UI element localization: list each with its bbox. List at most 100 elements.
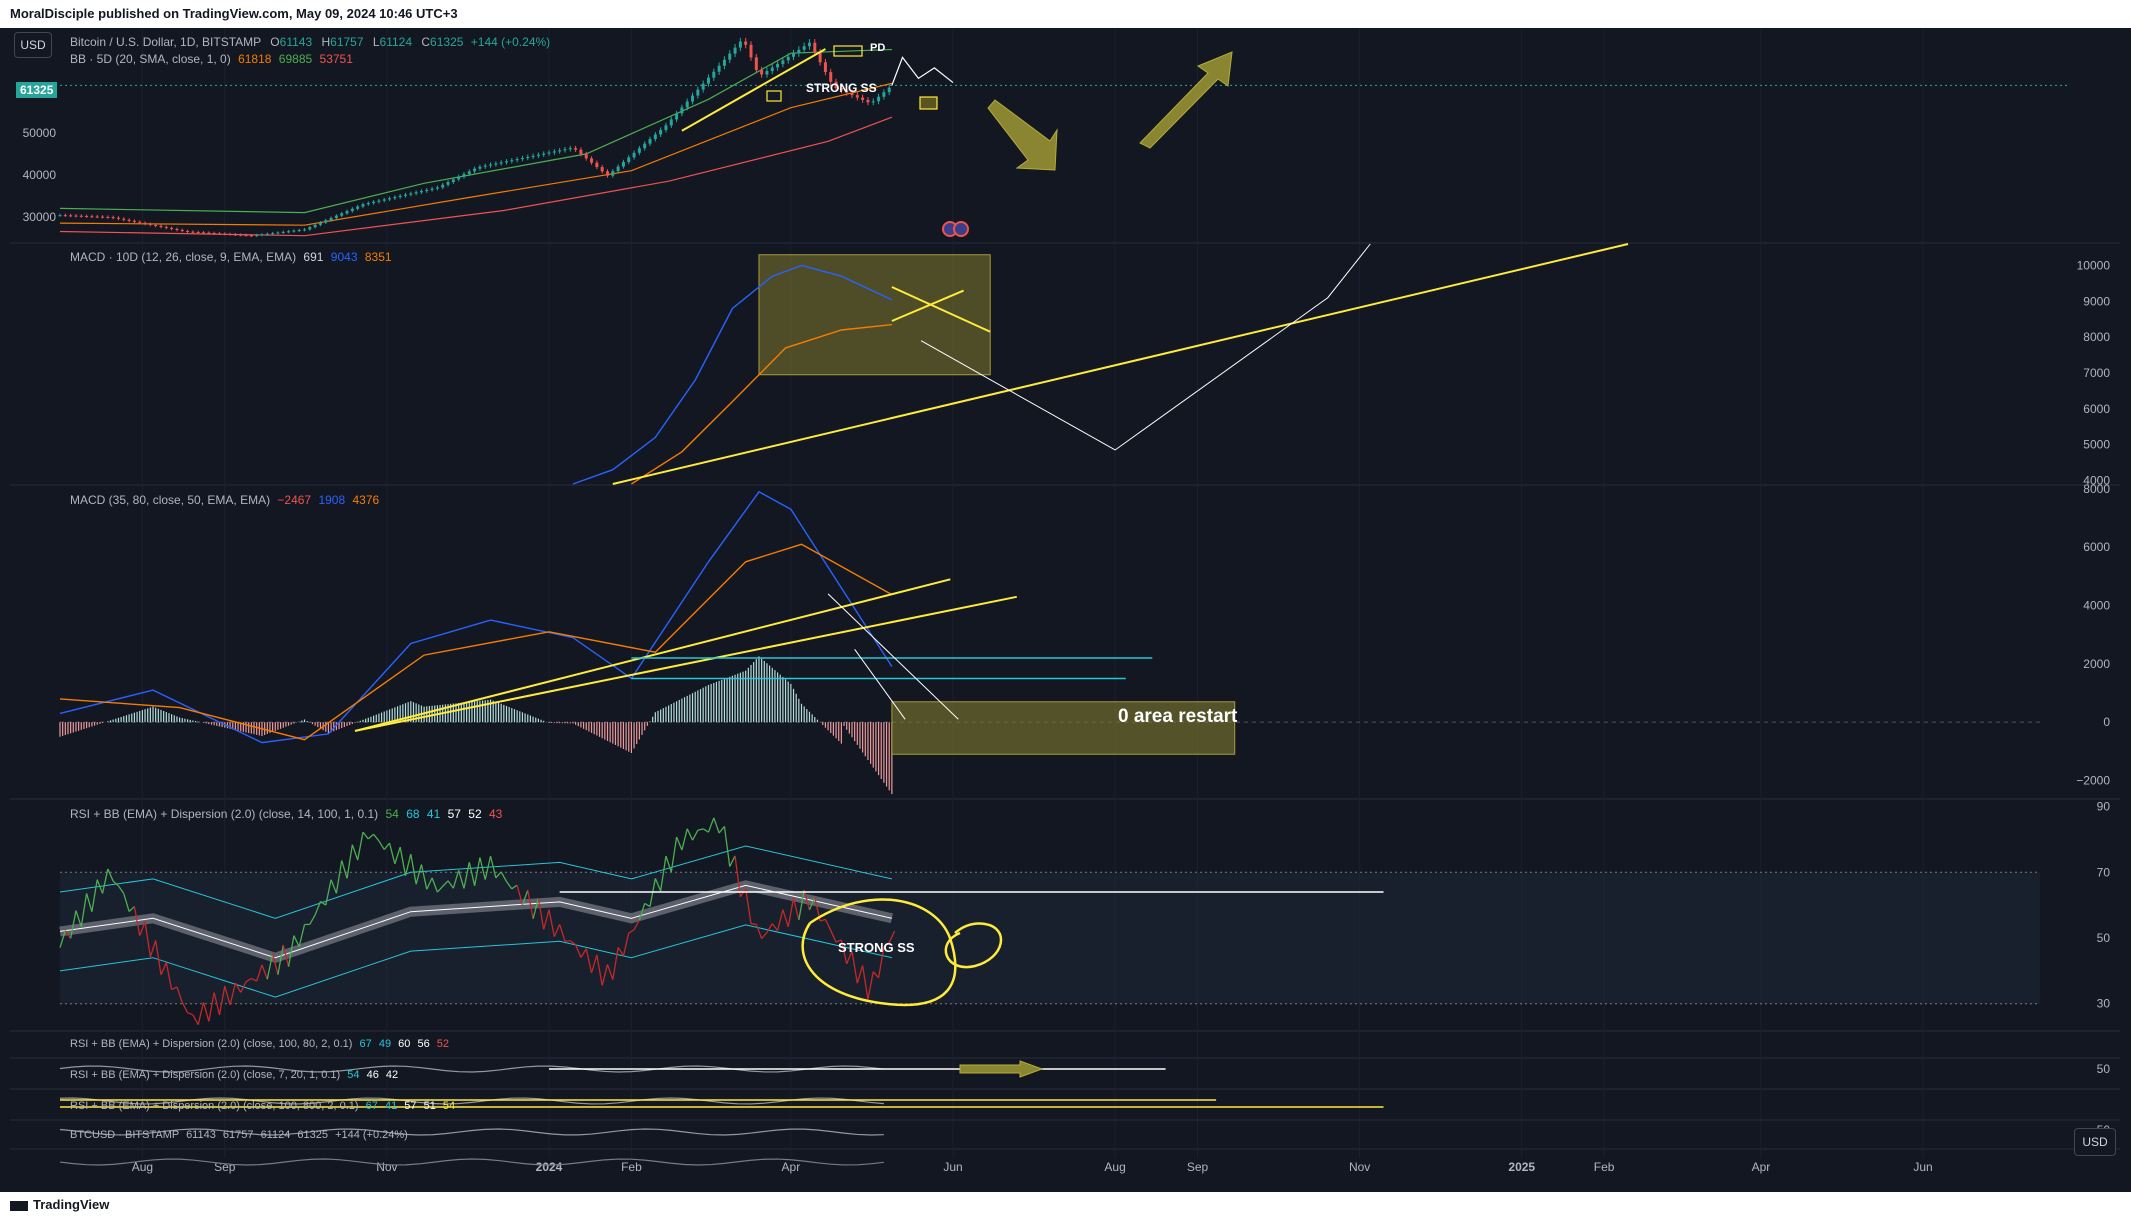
rsi-segment-20 [165, 962, 173, 990]
candle-body-36 [249, 235, 253, 237]
rsi2-value-3: 60 [398, 1038, 411, 1050]
rsi-segment-107 [628, 929, 635, 934]
candle-body-77 [467, 171, 471, 175]
rsi-value-4: 57 [447, 807, 461, 821]
candle-body-141 [807, 42, 811, 47]
candle-body-8 [101, 216, 105, 218]
rsi4-legend: RSI + BB (EMA) + Dispersion (2.0) (close… [70, 1100, 455, 1112]
candle-body-55 [350, 208, 354, 212]
rsi2-value-4: 56 [417, 1038, 430, 1050]
tradingview-logo: TradingView [10, 1192, 109, 1217]
candle-body-51 [329, 217, 333, 221]
candle-body-56 [356, 206, 360, 209]
candle-body-104 [611, 171, 615, 176]
candle-body-97 [574, 148, 578, 150]
last-price-tag: 61325 [16, 82, 58, 98]
rsi-segment-41 [277, 944, 284, 975]
rsi-segment-37 [256, 964, 263, 982]
rsi-title: RSI + BB (EMA) + Dispersion (2.0) (close… [70, 807, 379, 821]
candle-body-37 [255, 235, 259, 237]
currency-button-bottom[interactable]: USD [2074, 1128, 2116, 1156]
candle-body-155 [882, 92, 886, 97]
candle-body-102 [600, 167, 604, 172]
candle-body-87 [520, 157, 524, 160]
rsi-segment-89 [532, 898, 540, 919]
rsi-segment-88 [527, 890, 534, 919]
macd-signal-line [59, 543, 893, 741]
highlight-box-macd10d [758, 254, 991, 376]
candle-body-71 [435, 187, 439, 189]
candle-body-63 [393, 197, 397, 199]
rsi-segment-4 [80, 893, 88, 927]
candle-body-32 [228, 234, 232, 236]
symbol-title: Bitcoin / U.S. Dollar, 1D, BITSTAMP [70, 35, 261, 49]
chart-canvas[interactable]: Aug Sep Nov 2024 Feb Apr Jun Aug Sep Nov 2025 Feb Ap… [0, 28, 2131, 1192]
candle-body-30 [217, 233, 221, 235]
candle-body-156 [887, 87, 891, 93]
currency-button[interactable]: USD [14, 32, 52, 58]
candle-body-92 [547, 152, 551, 154]
ohlc-c-value: 61325 [430, 35, 464, 49]
rsi-segment-83 [500, 871, 508, 882]
candle-body-143 [818, 52, 822, 63]
candle-body-108 [632, 152, 636, 158]
rsi-segment-112 [654, 878, 662, 892]
arrow-up-right [1139, 51, 1233, 149]
rsi-segment-76 [463, 862, 470, 889]
candle-body-137 [786, 56, 790, 61]
x-tick-label-0: Aug [132, 1160, 153, 1174]
candle-body-40 [271, 233, 275, 235]
candle-body-126 [728, 53, 732, 60]
candle-body-134 [770, 67, 774, 71]
rsi-y-tick-2: 70 [2097, 865, 2111, 879]
rsi-segment-125 [723, 826, 731, 867]
rsi-segment-19 [160, 962, 167, 976]
candle-body-114 [664, 125, 668, 130]
candle-body-153 [871, 101, 875, 103]
rsi-segment-54 [346, 844, 353, 879]
x-tick-label-13: Jun [1913, 1160, 1932, 1174]
price-y-tick-0: 30000 [23, 210, 57, 224]
rsi-segment-63 [394, 846, 401, 865]
rsi-segment-25 [192, 1014, 199, 1026]
macd10d-title: MACD · 10D (12, 26, close, 9, EMA, EMA) [70, 250, 297, 264]
btcusd-low: 61124 [260, 1129, 291, 1141]
rsi-segment-102 [601, 964, 609, 986]
rsi-segment-148 [846, 950, 853, 965]
candle-body-58 [366, 203, 370, 205]
trendline-price [681, 48, 826, 132]
rsi-segment-14 [133, 906, 141, 936]
candle-body-91 [542, 153, 546, 155]
macd10d-legend: MACD · 10D (12, 26, close, 9, EMA, EMA) … [70, 250, 392, 264]
candle-body-64 [398, 195, 402, 198]
rsi-segment-61 [383, 842, 391, 850]
candle-body-79 [478, 166, 482, 169]
rsi-segment-136 [782, 909, 789, 927]
candle-body-24 [186, 231, 190, 233]
candle-body-20 [164, 226, 168, 228]
candle-body-151 [861, 97, 865, 100]
rsi-segment-97 [574, 944, 582, 958]
rsi-segment-1 [64, 930, 72, 939]
rsi-segment-17 [149, 940, 157, 958]
candle-body-136 [781, 60, 785, 64]
small-price-pane-line [59, 1158, 884, 1166]
rsi-segment-64 [399, 846, 407, 876]
x-tick-label-9: Nov [1349, 1160, 1370, 1174]
rsi-segment-62 [388, 842, 396, 865]
rsi2-value-2: 49 [378, 1038, 392, 1050]
candle-body-149 [850, 92, 854, 96]
rsi-segment-104 [612, 947, 619, 980]
macd-legend: MACD (35, 80, close, 50, EMA, EMA) −2467… [70, 493, 379, 507]
rsi-segment-75 [458, 870, 465, 889]
candle-body-75 [457, 176, 461, 180]
rsi-segment-110 [644, 902, 651, 908]
rsi-segment-2 [69, 910, 77, 939]
btcusd-open: 61143 [186, 1129, 216, 1141]
candle-body-52 [334, 215, 338, 218]
candle-body-45 [297, 230, 301, 232]
candle-body-3 [74, 215, 78, 217]
rsi-segment-29 [213, 992, 221, 1016]
candle-body-72 [441, 184, 445, 188]
btcusd-high: 61757 [222, 1129, 254, 1141]
